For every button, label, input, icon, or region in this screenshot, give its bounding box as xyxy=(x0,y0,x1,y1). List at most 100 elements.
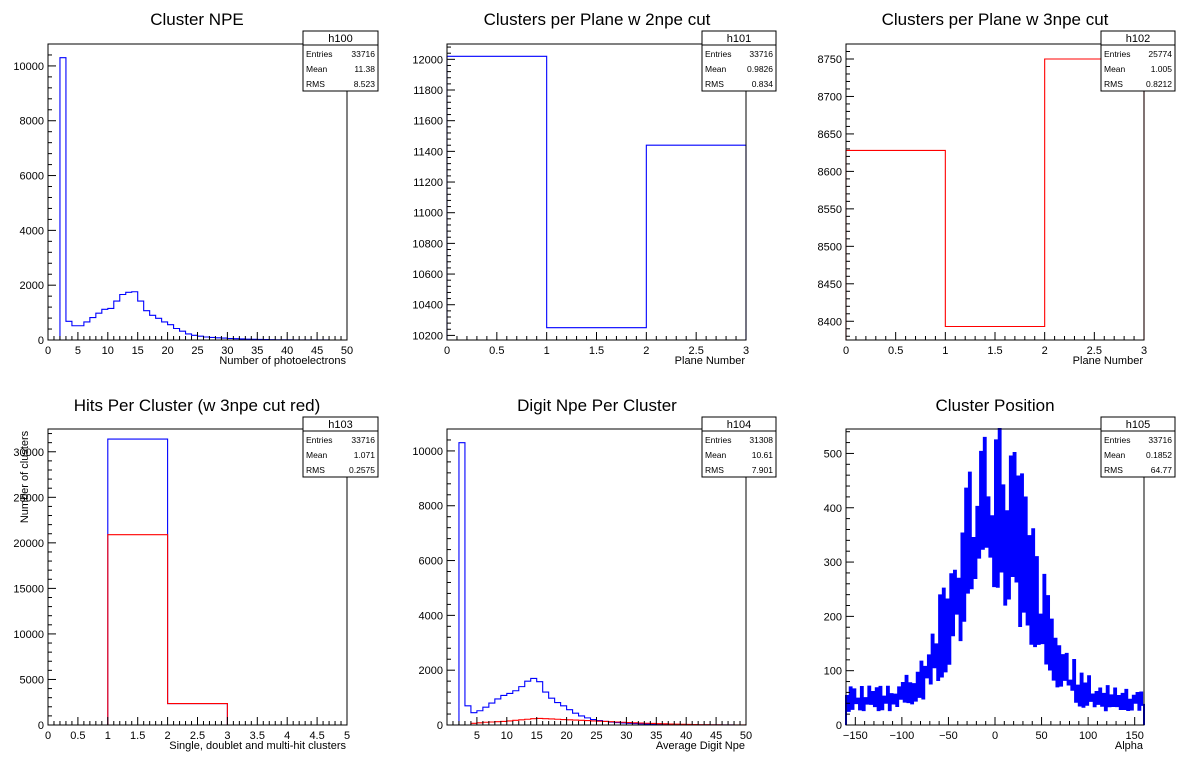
x-tick-label: 150 xyxy=(1126,730,1144,742)
x-tick-label: 25 xyxy=(191,345,203,357)
x-tick-label: 3.5 xyxy=(250,730,265,742)
y-tick-label: 11800 xyxy=(413,85,443,97)
stats-entries-label: Entries xyxy=(705,49,731,59)
stats-rms-value: 0.2575 xyxy=(349,465,375,475)
x-axis-title: Plane Number xyxy=(675,355,746,367)
stats-rms-label: RMS xyxy=(306,79,325,89)
stats-rms-label: RMS xyxy=(1104,465,1123,475)
x-tick-label: 30 xyxy=(221,345,233,357)
y-tick-label: 0 xyxy=(38,335,44,347)
y-tick-label: 6000 xyxy=(20,171,44,183)
y-tick-label: 4000 xyxy=(20,225,44,237)
y-tick-label: 100 xyxy=(824,666,842,678)
stats-mean-label: Mean xyxy=(705,450,727,460)
x-axis-title: Single, doublet and multi-hit clusters xyxy=(169,740,346,752)
stats-rms-label: RMS xyxy=(705,79,724,89)
stats-mean-label: Mean xyxy=(306,64,328,74)
x-tick-label: 5 xyxy=(75,345,81,357)
x-tick-label: 50 xyxy=(1035,730,1047,742)
stats-entries-value: 33716 xyxy=(1148,435,1172,445)
x-tick-label: 45 xyxy=(710,730,722,742)
panel-title: Clusters per Plane w 3npe cut xyxy=(882,10,1109,29)
x-tick-label: 3 xyxy=(224,730,230,742)
x-tick-label: 10 xyxy=(102,345,114,357)
x-tick-label: 15 xyxy=(531,730,543,742)
x-tick-label: 100 xyxy=(1079,730,1097,742)
x-tick-label: 0 xyxy=(843,345,849,357)
x-tick-label: 10 xyxy=(501,730,513,742)
x-tick-label: 2.5 xyxy=(1087,345,1102,357)
stats-rms-label: RMS xyxy=(1104,79,1123,89)
x-tick-label: 1.5 xyxy=(589,345,604,357)
y-tick-label: 25000 xyxy=(13,492,44,504)
x-tick-label: 2.5 xyxy=(190,730,205,742)
x-tick-label: 1 xyxy=(105,730,111,742)
x-tick-label: −100 xyxy=(889,730,914,742)
histogram-panel-6: Cluster Position −150 −100 −50 0 50 100 150 0 100… xyxy=(824,396,1176,752)
x-tick-label: 4.5 xyxy=(309,730,324,742)
stats-box: h102 Entries 25774 Mean 1.005 RMS 0.8212 xyxy=(1100,30,1176,92)
x-tick-label: 5 xyxy=(474,730,480,742)
y-tick-label: 500 xyxy=(824,448,842,460)
histogram-panel-5: Digit Npe Per Cluster 5 10 15 20 25 30 35 40 45 50… xyxy=(412,396,777,752)
x-tick-label: 25 xyxy=(590,730,602,742)
y-tick-label: 200 xyxy=(824,611,842,623)
panel-title: Hits Per Cluster (w 3npe cut red) xyxy=(74,396,321,415)
x-axis-title: Number of photoelectrons xyxy=(219,355,346,367)
stats-entries-label: Entries xyxy=(306,49,332,59)
stats-entries-value: 25774 xyxy=(1148,49,1172,59)
y-tick-label: 8650 xyxy=(818,129,842,141)
x-tick-label: 20 xyxy=(560,730,572,742)
x-tick-label: 0 xyxy=(45,730,51,742)
x-axis-title: Average Digit Npe xyxy=(656,740,745,752)
x-tick-label: 0 xyxy=(992,730,998,742)
y-tick-label: 10600 xyxy=(412,269,443,281)
x-tick-label: 1.5 xyxy=(130,730,145,742)
stats-box: h105 Entries 33716 Mean 0.1852 RMS 64.77 xyxy=(1100,416,1176,478)
stats-mean-label: Mean xyxy=(1104,64,1126,74)
series-1-line xyxy=(845,428,1145,725)
x-tick-label: 1 xyxy=(942,345,948,357)
x-tick-label: −50 xyxy=(939,730,958,742)
y-tick-label: 8400 xyxy=(818,316,842,328)
x-tick-label: 3 xyxy=(743,345,749,357)
y-axis-title: Number of clusters xyxy=(19,430,31,523)
y-tick-label: 11400 xyxy=(413,146,443,158)
stats-mean-value: 0.1852 xyxy=(1146,450,1172,460)
y-tick-label: 12000 xyxy=(412,54,443,66)
y-tick-label: 8700 xyxy=(818,91,842,103)
panel-title: Cluster Position xyxy=(935,396,1054,415)
stats-box: h100 Entries 33716 Mean 11.38 RMS 8.523 xyxy=(302,30,379,92)
plot-frame xyxy=(845,43,1145,341)
y-tick-label: 10000 xyxy=(13,629,44,641)
y-tick-label: 8000 xyxy=(20,116,44,128)
panel-title: Cluster NPE xyxy=(150,10,244,29)
x-tick-label: 35 xyxy=(251,345,263,357)
plot-frame xyxy=(47,428,348,726)
stats-rms-value: 0.8212 xyxy=(1146,79,1172,89)
x-tick-label: 20 xyxy=(161,345,173,357)
stats-rms-label: RMS xyxy=(705,465,724,475)
series-1-line xyxy=(48,438,347,726)
stats-rms-label: RMS xyxy=(306,465,325,475)
y-tick-label: 30000 xyxy=(13,447,44,459)
y-tick-label: 10000 xyxy=(412,446,443,458)
x-tick-label: 0 xyxy=(45,345,51,357)
y-tick-label: 8600 xyxy=(818,166,842,178)
stats-mean-value: 1.005 xyxy=(1151,64,1173,74)
stats-rms-value: 8.523 xyxy=(354,79,376,89)
stats-box: h103 Entries 33716 Mean 1.071 RMS 0.2575 xyxy=(302,416,379,478)
stats-box: h101 Entries 33716 Mean 0.9826 RMS 0.834 xyxy=(701,30,777,92)
y-tick-label: 11200 xyxy=(413,177,443,189)
y-tick-label: 10800 xyxy=(412,238,443,250)
x-tick-label: 2 xyxy=(1042,345,1048,357)
y-tick-label: 8500 xyxy=(818,241,842,253)
stats-box: h104 Entries 31308 Mean 10.61 RMS 7.901 xyxy=(701,416,777,478)
y-tick-label: 5000 xyxy=(20,674,44,686)
y-tick-label: 0 xyxy=(38,720,44,732)
stats-entries-value: 31308 xyxy=(749,435,773,445)
y-tick-label: 400 xyxy=(824,503,842,515)
x-tick-label: 40 xyxy=(680,730,692,742)
y-tick-label: 8550 xyxy=(818,204,842,216)
